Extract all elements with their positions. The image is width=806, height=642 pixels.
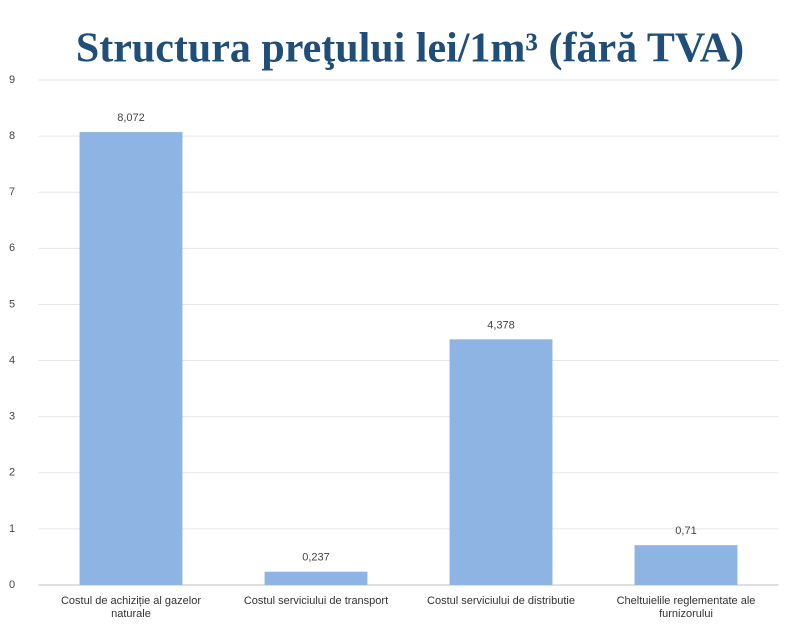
y-tick-label: 9	[9, 74, 15, 86]
value-label: 0,237	[302, 552, 330, 564]
bar	[634, 545, 738, 585]
y-tick-label: 5	[9, 298, 15, 310]
y-tick-label: 4	[9, 354, 15, 366]
value-label: 8,072	[117, 112, 145, 124]
bar	[264, 571, 368, 585]
y-tick-label: 7	[9, 186, 15, 198]
value-label: 4,378	[487, 319, 515, 331]
value-label: 0,71	[675, 525, 696, 537]
y-tick-label: 2	[9, 467, 15, 479]
x-tick-label: Costul serviciului de distributie	[427, 595, 575, 607]
x-tick-label: Costul serviciului de transport	[243, 595, 389, 607]
y-tick-label: 8	[9, 130, 15, 142]
x-tick-label: Costul de achiziție al gazelor naturale	[60, 595, 202, 620]
y-tick-label: 1	[9, 523, 15, 535]
bar	[449, 339, 553, 585]
y-tick-label: 0	[9, 579, 15, 591]
chart-title: Structura preţului lei/1m³ (fără TVA)	[76, 26, 744, 72]
y-tick-label: 6	[9, 242, 15, 254]
bar	[79, 132, 183, 585]
x-tick-label: Cheltuielile reglementate ale furnizorul…	[616, 595, 756, 620]
y-tick-label: 3	[9, 411, 15, 423]
